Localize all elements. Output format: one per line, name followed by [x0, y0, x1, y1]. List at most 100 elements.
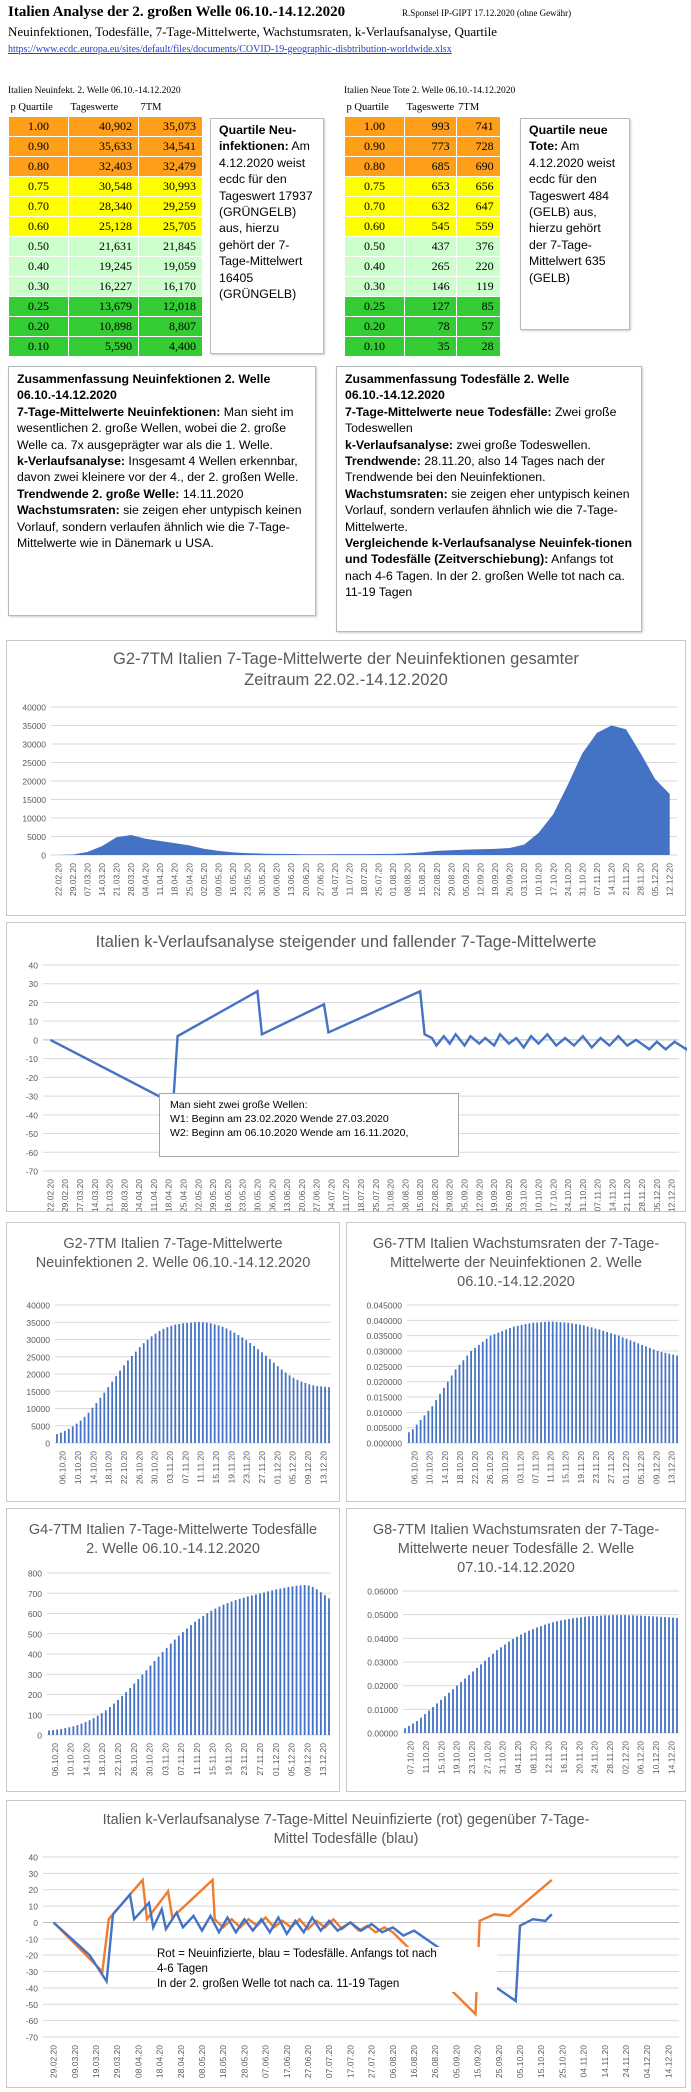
x-tick-label: 26.09.20 — [505, 863, 515, 896]
x-tick-label: 12.12.20 — [665, 863, 675, 896]
table-cell: 29,259 — [138, 195, 203, 217]
x-tick-label: 18.04.20 — [170, 863, 180, 896]
table-cell: 773 — [404, 135, 457, 157]
x-tick-label: 06.10.20 — [58, 1451, 68, 1484]
table-cell: 0.25 — [8, 295, 69, 317]
x-tick-label: 29.02.20 — [60, 1179, 70, 1211]
x-tick-label: 25.07.20 — [371, 1179, 381, 1211]
table-cell: 32,479 — [138, 155, 203, 177]
chart-g4: 0 100 200 300 400 500 600 700 800 06.10.20 10.10.2… — [28, 1569, 331, 1776]
x-tick-label: 28.03.20 — [126, 863, 136, 896]
chart-title: G2-7TM Italien 7-Tage-Mittelwerte Neuinf… — [35, 1236, 311, 1271]
k-analysis-note: Man sieht zwei große Wellen: W1: Beginn … — [159, 1093, 459, 1157]
table-cell: 13,679 — [68, 295, 139, 317]
x-tick-label: 04.11.20 — [513, 1741, 523, 1774]
x-tick-label: 12.12.20 — [667, 1179, 677, 1211]
note-line: Rot = Neuinfizierte, blau = Todesfälle. … — [157, 1948, 437, 1960]
table-cell: 0.50 — [8, 235, 69, 257]
x-tick-label: 09.05.20 — [213, 863, 223, 896]
summary-text: zwei große Todeswellen. — [453, 437, 591, 452]
x-tick-label: 06.06.20 — [267, 1179, 277, 1211]
table-cell: 0.40 — [8, 255, 69, 277]
x-tick-label: 25.09.20 — [494, 2045, 504, 2078]
summary-title: Zusammenfassung Neuinfektionen 2. Welle … — [17, 372, 271, 403]
table-cell: 993 — [404, 115, 457, 137]
x-tick-label: 05.10.20 — [515, 2045, 525, 2078]
y-tick-label: 20000 — [26, 1370, 50, 1380]
x-tick-label: 09.12.20 — [302, 1743, 312, 1776]
x-tick-label: 20.06.20 — [301, 863, 311, 896]
y-tick-label: 40 — [29, 961, 39, 971]
y-tick-label: 10000 — [22, 814, 46, 824]
y-tick-label: 25000 — [26, 1352, 50, 1362]
y-tick-label: 100 — [28, 1710, 42, 1720]
y-tick-label: 0 — [41, 851, 46, 861]
x-tick-label: 21.03.20 — [112, 863, 122, 896]
x-tick-label: 18.04.20 — [155, 2045, 165, 2078]
x-tick-label: 08.11.20 — [528, 1741, 538, 1774]
y-tick-label: -10 — [26, 1054, 39, 1064]
table-cell: 0.70 — [344, 195, 405, 217]
table-cell: 127 — [404, 295, 457, 317]
x-tick-label: 23.10.20 — [467, 1741, 477, 1774]
quartile-table-infections: p Quartile Tageswerte 7TM 1.00 40,902 35,0… — [8, 100, 203, 357]
x-tick-label: 14.03.20 — [97, 863, 107, 896]
x-tick-label: 13.12.20 — [318, 1743, 328, 1776]
y-tick-label: 0.020000 — [367, 1377, 403, 1387]
source-link[interactable]: https://www.ecdc.europa.eu/sites/default… — [8, 44, 452, 55]
table-cell: 28 — [455, 335, 501, 357]
x-tick-label: 27.11.20 — [255, 1743, 265, 1776]
x-tick-label: 09.05.20 — [208, 1179, 218, 1211]
x-tick-label: 01.08.20 — [386, 1179, 396, 1211]
x-tick-label: 15.08.20 — [417, 863, 427, 896]
table-row: 0.60 545 559 — [344, 215, 501, 237]
x-tick-label: 27.11.20 — [257, 1451, 267, 1484]
y-tick-label: 0 — [33, 1035, 38, 1045]
x-tick-label: 06.10.20 — [410, 1451, 420, 1484]
table-row: 0.70 632 647 — [344, 195, 501, 217]
x-tick-label: 28.05.20 — [239, 2045, 249, 2078]
x-tick-label: 08.08.20 — [400, 1179, 410, 1211]
y-tick-label: -40 — [26, 1110, 39, 1120]
chart-title: Italien k-Verlaufsanalyse steigender und… — [95, 933, 597, 951]
table-row: 0.80 685 690 — [344, 155, 501, 177]
table-row: 0.25 13,679 12,018 — [8, 295, 203, 317]
table-cell: 0.75 — [344, 175, 405, 197]
x-tick-label: 14.11.20 — [606, 863, 616, 896]
table-cell: 1.00 — [8, 115, 69, 137]
table-cell: 0.90 — [8, 135, 69, 157]
x-tick-label: 22.10.20 — [470, 1451, 480, 1484]
x-tick-label: 02.12.20 — [620, 1741, 630, 1774]
table-cell: 34,541 — [138, 135, 203, 157]
y-tick-label: 0.05000 — [367, 1610, 398, 1620]
x-tick-label: 05.12.20 — [650, 863, 660, 896]
y-tick-label: 0.00000 — [367, 1729, 398, 1739]
y-tick-label: 10000 — [26, 1404, 50, 1414]
x-tick-label: 16.05.20 — [223, 1179, 233, 1211]
x-tick-label: 22.10.20 — [119, 1451, 129, 1484]
y-tick-label: 0 — [33, 1918, 38, 1928]
x-tick-label: 04.12.20 — [642, 2045, 652, 2078]
x-tick-label: 10.10.20 — [73, 1451, 83, 1484]
table-cell: 647 — [455, 195, 501, 217]
x-tick-label: 18.07.20 — [356, 1179, 366, 1211]
x-tick-label: 30.05.20 — [252, 1179, 262, 1211]
x-tick-label: 03.11.20 — [160, 1743, 170, 1776]
x-tick-label: 08.04.20 — [133, 2045, 143, 2078]
chart-panel-k-analysis: Italien k-Verlaufsanalyse steigender und… — [6, 922, 687, 1212]
x-tick-label: 24.10.20 — [563, 863, 573, 896]
y-tick-label: 0 — [45, 1439, 50, 1449]
y-tick-label: 20 — [29, 998, 39, 1008]
table-row: 0.75 653 656 — [344, 175, 501, 197]
x-tick-label: 25.04.20 — [184, 863, 194, 896]
x-tick-label: 28.11.20 — [636, 863, 646, 896]
x-tick-label: 16.05.20 — [228, 863, 238, 896]
table-cell: 0.40 — [344, 255, 405, 277]
summary-text: sie zeigen eher untypisch keinen Vorlauf… — [17, 503, 302, 551]
y-tick-label: -50 — [26, 1129, 39, 1139]
table-cell: 16,170 — [138, 275, 203, 297]
note-line: In der 2. großen Welle tot nach ca. 11-1… — [157, 1978, 400, 1990]
x-tick-label: 12.09.20 — [475, 863, 485, 896]
table-row: 0.10 5,590 4,400 — [8, 335, 203, 357]
x-tick-label: 15.08.20 — [415, 1179, 425, 1211]
